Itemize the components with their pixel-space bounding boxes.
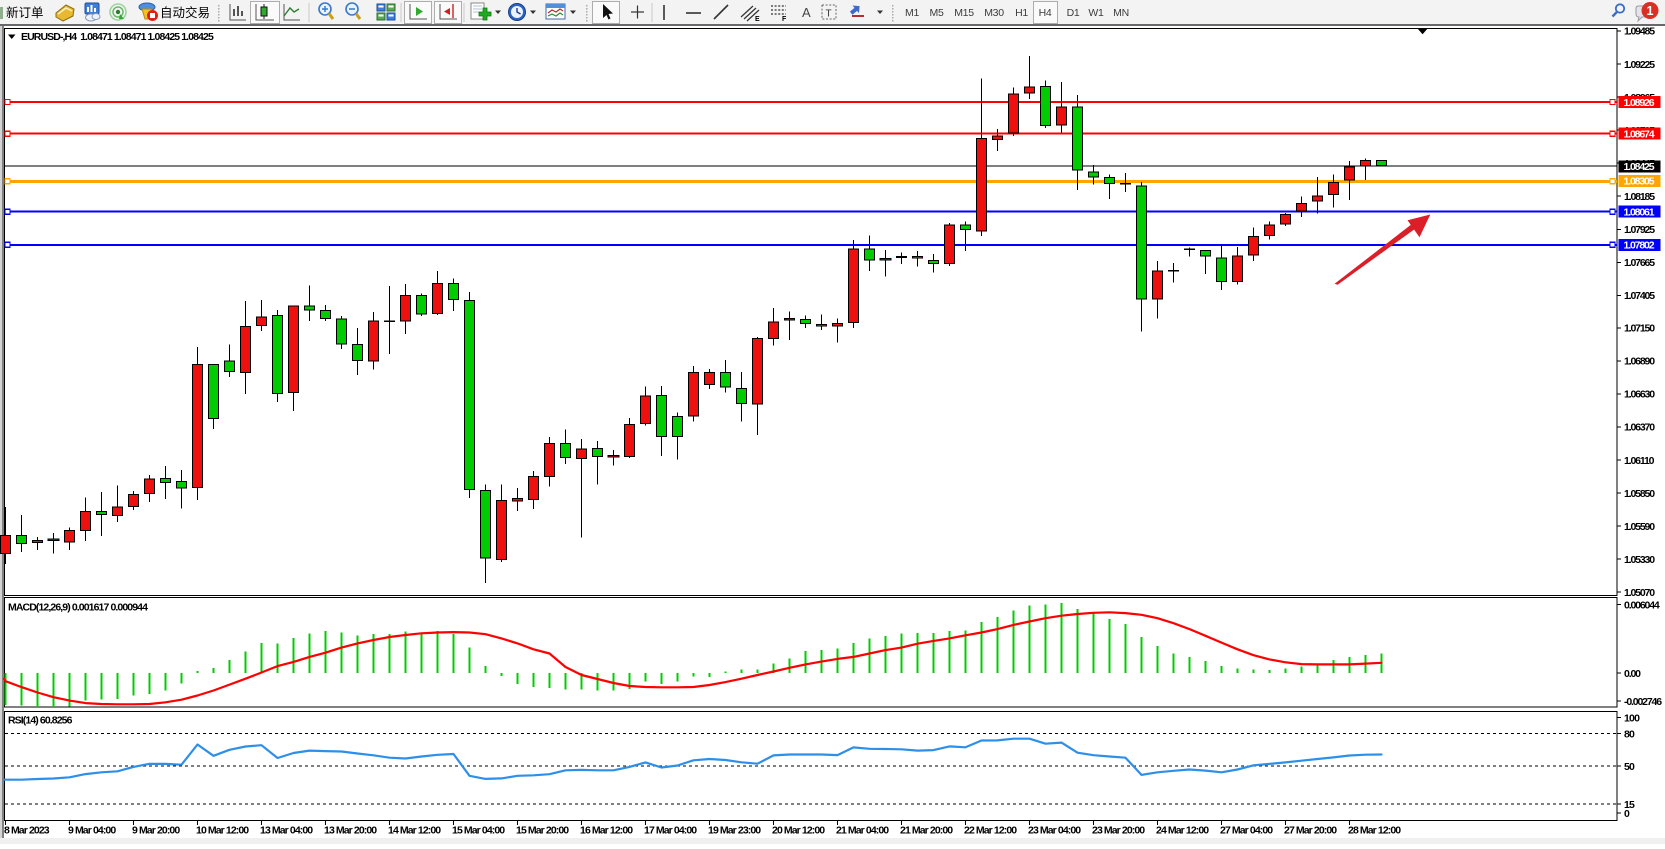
svg-text:H1: H1: [1015, 7, 1028, 19]
svg-text:15: 15: [1624, 799, 1635, 811]
svg-text:1.08061: 1.08061: [1624, 206, 1655, 218]
svg-text:1.05070: 1.05070: [1624, 587, 1655, 599]
svg-text:0: 0: [1624, 808, 1630, 820]
svg-text:17 Mar 04:00: 17 Mar 04:00: [644, 825, 697, 837]
svg-text:16 Mar 12:00: 16 Mar 12:00: [580, 825, 633, 837]
svg-text:0.006044: 0.006044: [1624, 599, 1660, 611]
svg-text:H4: H4: [1039, 7, 1052, 19]
svg-text:M15: M15: [954, 7, 974, 19]
svg-text:1.05850: 1.05850: [1624, 488, 1655, 500]
svg-text:新订单: 新订单: [6, 5, 44, 20]
svg-text:1.08425: 1.08425: [1624, 161, 1655, 173]
svg-text:28 Mar 12:00: 28 Mar 12:00: [1348, 825, 1401, 837]
svg-text:D1: D1: [1067, 7, 1080, 19]
svg-text:1.07802: 1.07802: [1624, 240, 1655, 252]
svg-text:21 Mar 04:00: 21 Mar 04:00: [836, 825, 889, 837]
svg-text:1.05590: 1.05590: [1624, 521, 1655, 533]
svg-text:27 Mar 20:00: 27 Mar 20:00: [1284, 825, 1337, 837]
svg-text:80: 80: [1624, 728, 1635, 740]
svg-text:1.09225: 1.09225: [1624, 59, 1655, 71]
svg-text:M1: M1: [905, 7, 919, 19]
svg-text:9 Mar 04:00: 9 Mar 04:00: [68, 825, 116, 837]
svg-text:1.08305: 1.08305: [1624, 176, 1655, 188]
svg-text:10 Mar 12:00: 10 Mar 12:00: [196, 825, 249, 837]
svg-text:21 Mar 20:00: 21 Mar 20:00: [900, 825, 953, 837]
svg-text:MN: MN: [1113, 7, 1129, 19]
svg-text:1.07405: 1.07405: [1624, 290, 1655, 302]
svg-text:8 Mar 2023: 8 Mar 2023: [4, 825, 50, 837]
svg-text:M5: M5: [930, 7, 944, 19]
svg-text:EURUSD-,H4 1.08471 1.08471 1.: EURUSD-,H4 1.08471 1.08471 1.08425 1.084…: [21, 31, 214, 43]
svg-text:13 Mar 20:00: 13 Mar 20:00: [324, 825, 377, 837]
svg-text:23 Mar 04:00: 23 Mar 04:00: [1028, 825, 1081, 837]
svg-text:100: 100: [1624, 712, 1640, 724]
svg-text:-0.002746: -0.002746: [1624, 696, 1662, 708]
svg-text:1.07150: 1.07150: [1624, 323, 1655, 335]
svg-text:24 Mar 12:00: 24 Mar 12:00: [1156, 825, 1209, 837]
svg-text:F: F: [782, 16, 787, 23]
svg-text:1.08674: 1.08674: [1624, 129, 1655, 141]
svg-text:1.08926: 1.08926: [1624, 97, 1655, 109]
svg-text:0.00: 0.00: [1624, 668, 1641, 680]
svg-text:自动交易: 自动交易: [160, 5, 210, 20]
svg-text:1.08185: 1.08185: [1624, 191, 1655, 203]
svg-text:T: T: [826, 9, 832, 20]
svg-text:27 Mar 04:00: 27 Mar 04:00: [1220, 825, 1273, 837]
svg-text:RSI(14) 60.8256: RSI(14) 60.8256: [8, 715, 73, 727]
svg-text:14 Mar 12:00: 14 Mar 12:00: [388, 825, 441, 837]
svg-text:20 Mar 12:00: 20 Mar 12:00: [772, 825, 825, 837]
svg-text:22 Mar 12:00: 22 Mar 12:00: [964, 825, 1017, 837]
svg-text:13 Mar 04:00: 13 Mar 04:00: [260, 825, 313, 837]
svg-text:E: E: [755, 16, 760, 23]
svg-text:1.06630: 1.06630: [1624, 389, 1655, 401]
svg-text:1: 1: [1647, 4, 1654, 18]
svg-text:1.06370: 1.06370: [1624, 422, 1655, 434]
svg-text:W1: W1: [1088, 7, 1104, 19]
svg-text:1.07665: 1.07665: [1624, 257, 1655, 269]
svg-text:MACD(12,26,9) 0.001617 0.00094: MACD(12,26,9) 0.001617 0.000944: [8, 602, 148, 614]
svg-text:1.06890: 1.06890: [1624, 356, 1655, 368]
svg-text:19 Mar 23:00: 19 Mar 23:00: [708, 825, 761, 837]
svg-text:M30: M30: [984, 7, 1004, 19]
svg-text:1.05330: 1.05330: [1624, 554, 1655, 566]
svg-text:1.06110: 1.06110: [1624, 455, 1655, 467]
svg-text:1.07925: 1.07925: [1624, 224, 1655, 236]
svg-text:15 Mar 04:00: 15 Mar 04:00: [452, 825, 505, 837]
svg-text:A: A: [802, 5, 811, 20]
svg-text:1.09485: 1.09485: [1624, 26, 1655, 38]
svg-text:23 Mar 20:00: 23 Mar 20:00: [1092, 825, 1145, 837]
svg-text:9 Mar 20:00: 9 Mar 20:00: [132, 825, 180, 837]
svg-text:15 Mar 20:00: 15 Mar 20:00: [516, 825, 569, 837]
svg-text:50: 50: [1624, 761, 1635, 773]
